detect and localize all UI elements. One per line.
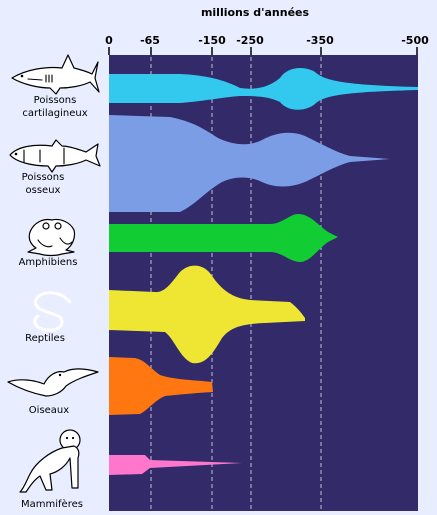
group-labels: Poissons cartilagineux Poissons osseux A… — [19, 95, 88, 510]
label-cartilaginous-line1: Poissons — [34, 95, 77, 106]
label-bony-line2: osseux — [26, 185, 61, 196]
tick-label-65: -65 — [140, 34, 160, 47]
monkey-icon — [19, 429, 81, 493]
fish-icon — [9, 139, 101, 173]
label-cartilaginous-line2: cartilagineux — [22, 108, 87, 119]
tick-label-500: -500 — [401, 34, 429, 47]
spindle-reptiles — [109, 265, 305, 364]
axis-title: millions d'années — [201, 6, 310, 19]
frog-icon — [27, 218, 76, 257]
shark-icon — [11, 54, 100, 95]
tick-label-350: -350 — [306, 34, 334, 47]
snake-icon — [33, 291, 72, 332]
label-mammals: Mammifères — [21, 498, 83, 510]
spindle-amphibians — [109, 214, 338, 262]
label-birds: Oiseaux — [29, 405, 69, 416]
spindle-cartilaginous — [109, 68, 418, 110]
label-bony-line1: Poissons — [22, 172, 65, 183]
spindle-birds — [109, 357, 213, 415]
axis-ticks — [108, 47, 418, 55]
spindle-mammals — [109, 455, 242, 475]
bird-icon — [7, 368, 99, 397]
label-reptiles: Reptiles — [25, 333, 65, 344]
label-amphibians: Amphibiens — [19, 257, 78, 268]
tick-label-150: -150 — [198, 34, 226, 47]
tick-label-250: -250 — [236, 34, 264, 47]
tick-label-0: 0 — [105, 34, 113, 47]
tick-labels: 0 -65 -150 -250 -350 -500 — [105, 34, 429, 47]
spindle-bony — [109, 115, 390, 212]
